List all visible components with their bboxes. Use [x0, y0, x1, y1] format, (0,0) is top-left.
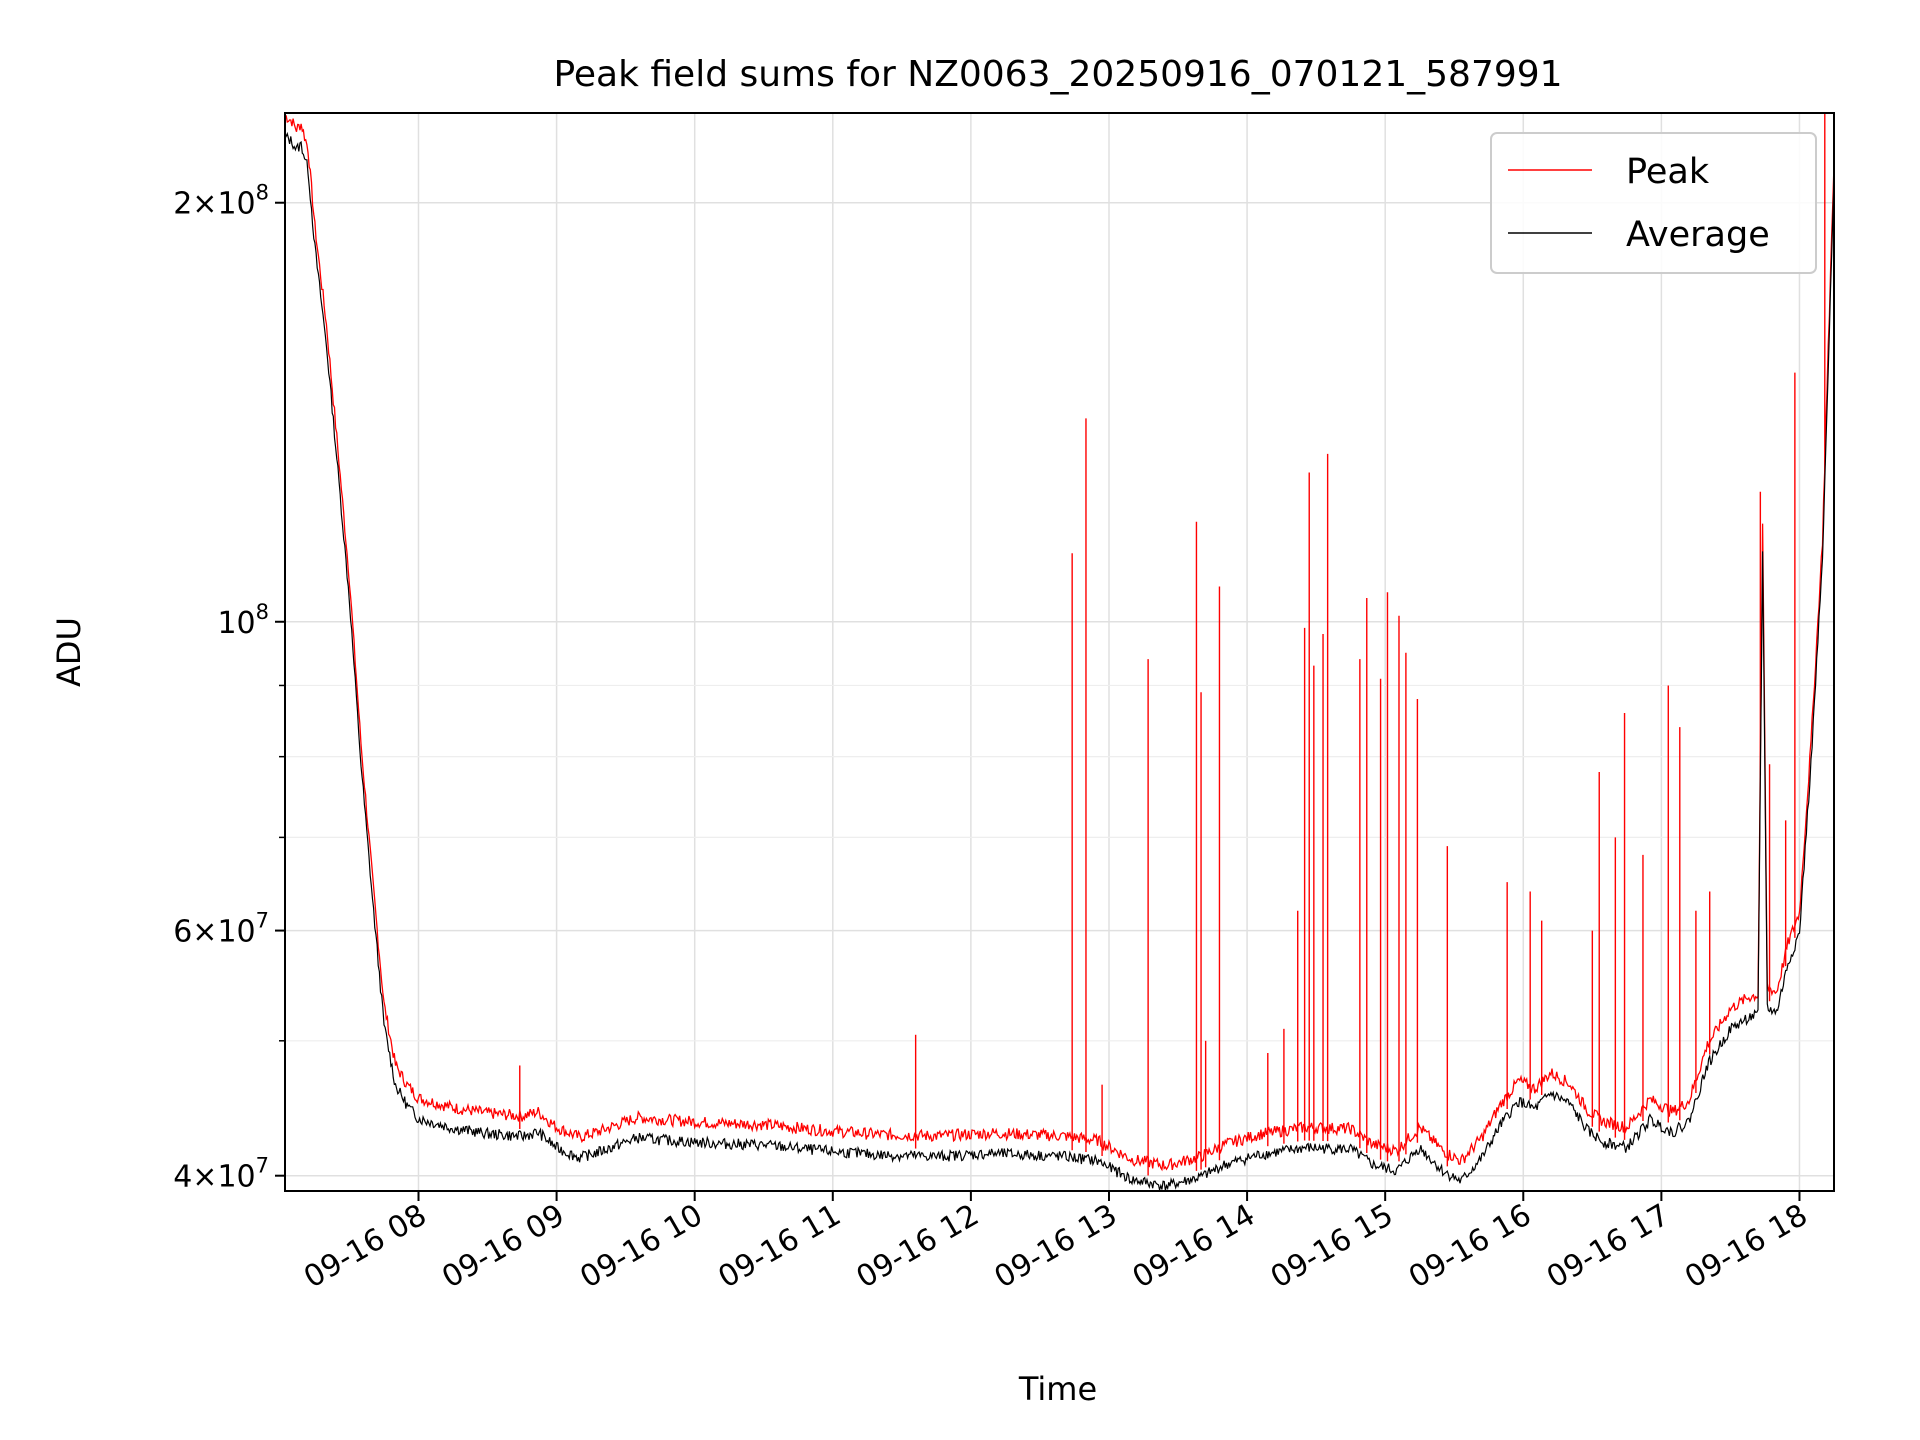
y-tick-label: 4×107 — [173, 1154, 269, 1195]
chart-title: Peak field sums for NZ0063_20250916_0701… — [553, 54, 1562, 95]
y-tick-exponent: 8 — [256, 600, 269, 624]
y-tick-exponent: 8 — [256, 181, 269, 205]
grid — [285, 113, 1834, 1191]
y-tick-label: 108 — [217, 600, 269, 641]
legend: Peak Average — [1490, 132, 1817, 274]
y-tick-mantissa: 10 — [217, 606, 255, 641]
x-axis-label: Time — [1018, 1370, 1097, 1408]
series-layer — [285, 113, 1834, 1191]
plot-frame — [284, 112, 1835, 1192]
y-tick-label: 2×108 — [173, 181, 269, 222]
legend-box — [1490, 132, 1817, 274]
y-tick-mantissa: 2×10 — [173, 187, 255, 222]
y-tick-exponent: 7 — [256, 1154, 269, 1178]
series-line-peak — [285, 115, 1834, 1172]
y-tick-mantissa: 4×10 — [173, 1160, 255, 1195]
legend-label-peak: Peak — [1626, 152, 1710, 192]
legend-label-average: Average — [1626, 215, 1770, 255]
y-axis-label: ADU — [50, 617, 88, 687]
y-tick-exponent: 7 — [256, 909, 269, 933]
y-tick-label: 6×107 — [173, 909, 269, 950]
series-line-average — [285, 131, 1834, 1191]
y-tick-mantissa: 6×10 — [173, 915, 255, 950]
